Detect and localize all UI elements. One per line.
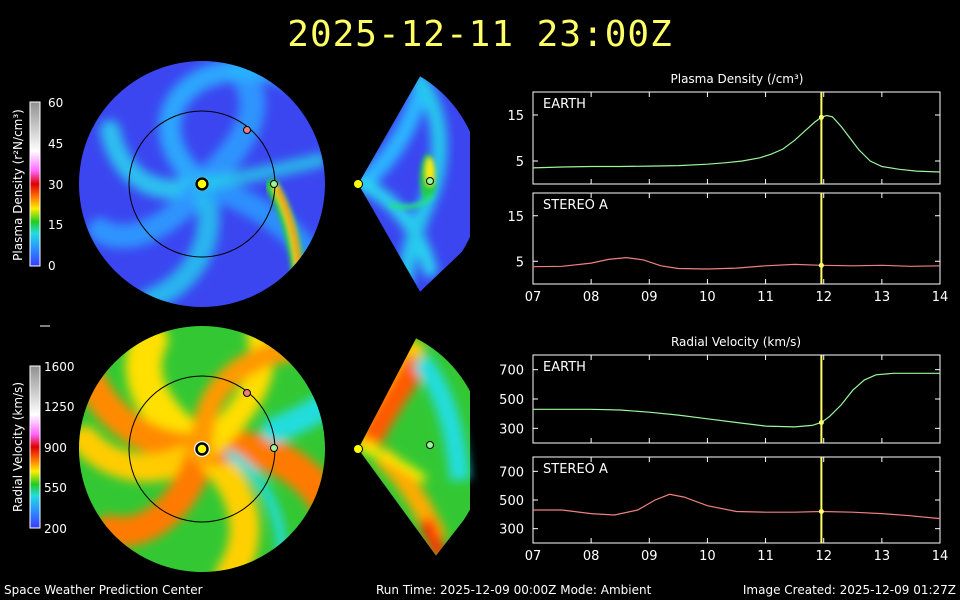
density-chart-title: Plasma Density (/cm³) (671, 72, 804, 86)
chart-1-panel-1-current-point (818, 508, 824, 514)
density-colorbar-tick: 30 (48, 178, 63, 192)
sun-icon (353, 179, 363, 189)
density-disk-map (79, 61, 325, 307)
chart-1-panel-0-label: EARTH (543, 360, 586, 375)
footer-run-time: Run Time: 2025-12-09 00:00Z Mode: Ambien… (376, 583, 652, 597)
velocity-chart-title: Radial Velocity (km/s) (671, 335, 801, 349)
chart-0-panel-0-current-point (818, 114, 824, 120)
velocity-colorbar-gradient (29, 365, 41, 529)
chart-0-panel-1-xtick-label: 09 (641, 290, 658, 305)
chart-1-panel-1-ytick-label: 700 (499, 465, 524, 480)
sun-icon (353, 444, 363, 454)
chart-1-panel-1-ytick-label: 300 (499, 523, 524, 538)
chart-0-panel-1-xtick-label: 07 (525, 290, 542, 305)
velocity-colorbar: 1600 1250 900 550 200 Radial Velocity (k… (11, 360, 75, 536)
time-series-plots: 5 15 EARTH 5 15 07 08 09 10 11 12 13 14 STEREO A 300 50… (499, 91, 949, 564)
chart-1-panel-1-xtick-label: 14 (932, 549, 949, 564)
sun-icon (195, 177, 209, 191)
earth-marker-icon (426, 441, 434, 449)
earth-marker-icon (426, 177, 434, 185)
chart-0-panel-1-xtick-label: 08 (583, 290, 600, 305)
earth-marker-icon (270, 180, 278, 188)
velocity-colorbar-tick: 1250 (44, 400, 75, 414)
density-colorbar-tick: 15 (48, 218, 63, 232)
chart-1-panel-0-ytick-label: 300 (499, 422, 524, 437)
chart-0-panel-1-current-point (818, 262, 824, 268)
density-colorbar: 60 45 30 15 0 Plasma Density (r²N/cm³) (11, 96, 63, 273)
density-wedge-map (353, 75, 482, 293)
velocity-colorbar-tick: 200 (44, 522, 67, 536)
density-colorbar-tick: 0 (48, 259, 56, 273)
chart-1-panel-1-xtick-label: 08 (583, 549, 600, 564)
chart-1-panel-1-label: STEREO A (543, 462, 608, 477)
velocity-disk-map (79, 326, 325, 572)
chart-1-panel-0-frame (532, 354, 941, 444)
chart-1-panel-1-xtick-label: 12 (815, 549, 832, 564)
chart-0-panel-0-ytick-label: 5 (516, 155, 524, 170)
chart-0-panel-1-xtick-label: 13 (874, 290, 891, 305)
chart-1-panel-1-xtick-label: 07 (525, 549, 542, 564)
chart-0-panel-0-ytick-label: 15 (507, 109, 524, 124)
velocity-colorbar-tick: 900 (44, 441, 67, 455)
chart-0-panel-1-ytick-label: 5 (516, 255, 524, 270)
footer-organization: Space Weather Prediction Center (4, 583, 203, 597)
chart-1-panel-0-series-line (533, 372, 940, 428)
chart-1-panel-0-ytick-label: 700 (499, 364, 524, 379)
chart-1-panel-1-ytick-label: 500 (499, 494, 524, 509)
chart-0-panel-1-ytick-label: 15 (507, 210, 524, 225)
chart-0-panel-1-label: STEREO A (543, 198, 608, 213)
sun-icon (195, 442, 209, 456)
density-colorbar-tick: 60 (48, 96, 63, 110)
chart-1-panel-1-xtick-label: 13 (874, 549, 891, 564)
earth-marker-icon (270, 444, 278, 452)
page-title: 2025-12-11 23:00Z (287, 14, 673, 55)
chart-0-panel-1-frame (532, 192, 941, 285)
velocity-colorbar-tick: 1600 (44, 360, 75, 374)
chart-1-panel-0-ytick-label: 500 (499, 393, 524, 408)
density-colorbar-label: Plasma Density (r²N/cm³) (11, 109, 25, 261)
chart-1-panel-1-xtick-label: 11 (757, 549, 774, 564)
chart-0-panel-0-series-line (532, 114, 941, 173)
chart-0-panel-0-label: EARTH (543, 97, 586, 112)
chart-0-panel-1-xtick-label: 12 (815, 290, 832, 305)
velocity-colorbar-label: Radial Velocity (km/s) (11, 382, 25, 512)
velocity-wedge-map (353, 337, 486, 557)
density-colorbar-tick: 45 (48, 137, 63, 151)
chart-0-panel-1-xtick-label: 11 (757, 290, 774, 305)
chart-0-panel-1-xtick-label: 14 (932, 290, 949, 305)
stereo-a-marker-icon (243, 126, 251, 134)
footer-image-created: Image Created: 2025-12-09 01:27Z (742, 583, 956, 597)
velocity-colorbar-tick: 550 (44, 481, 67, 495)
chart-0-panel-1-series-line (532, 256, 941, 270)
chart-1-panel-1-series-line (533, 493, 941, 520)
density-colorbar-gradient (29, 101, 41, 267)
chart-1-panel-1-xtick-label: 09 (641, 549, 658, 564)
chart-1-panel-1-xtick-label: 10 (699, 549, 716, 564)
chart-1-panel-0-current-point (818, 419, 824, 425)
stereo-a-marker-icon (243, 389, 251, 397)
chart-0-panel-0-frame (532, 91, 941, 185)
chart-0-panel-1-xtick-label: 10 (699, 290, 716, 305)
